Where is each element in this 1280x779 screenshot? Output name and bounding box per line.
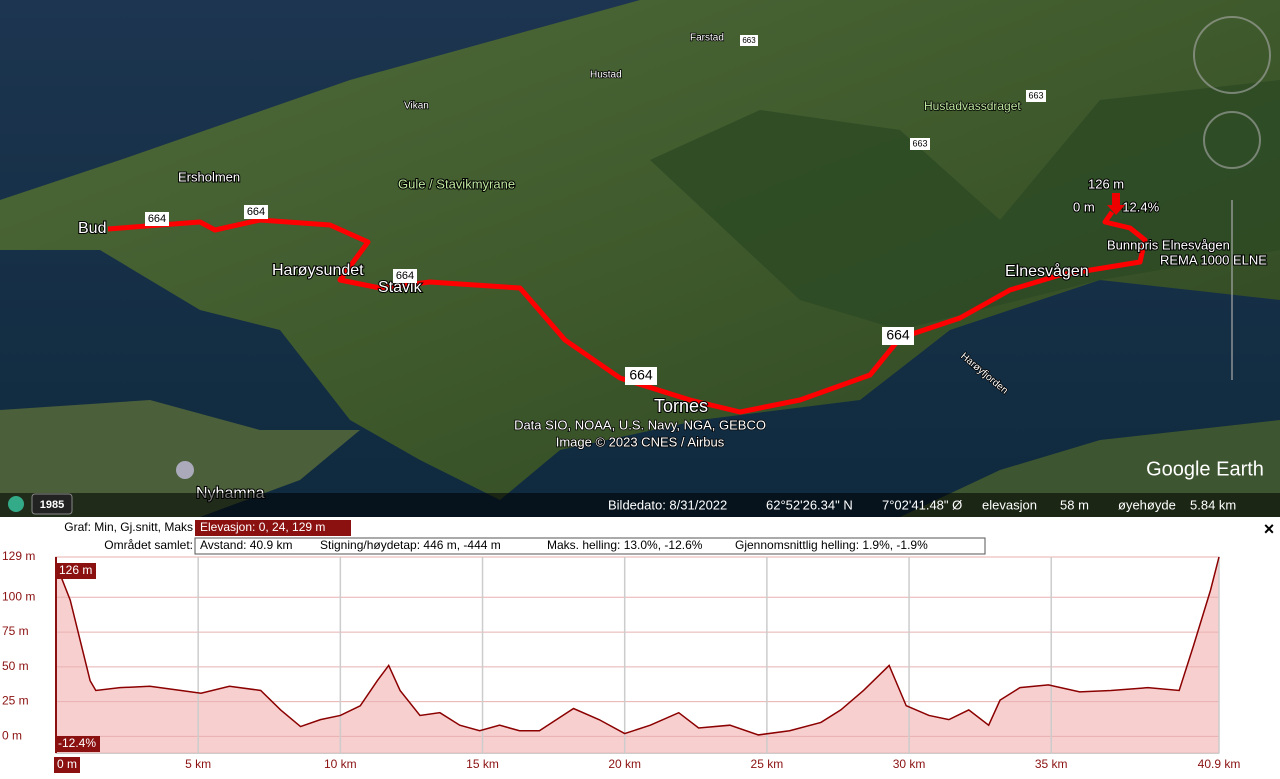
y-tick-label: 0 m — [2, 728, 22, 742]
land — [0, 400, 360, 517]
x-tick-label: 40.9 km — [1198, 757, 1241, 771]
status-date: Bildedato: 8/31/2022 — [608, 497, 727, 512]
map-label: Farstad — [690, 33, 724, 44]
status-label: elevasjon — [982, 497, 1037, 512]
road-shield — [145, 212, 169, 226]
cursor-slope: -12.4% — [58, 736, 96, 750]
map-label: Hustadvassdraget — [924, 99, 1021, 113]
status-lat: 62°52'26.34" N — [766, 497, 853, 512]
map-label: Vikan — [404, 101, 429, 112]
close-button[interactable]: × — [1264, 519, 1275, 539]
road-number: 663 — [1028, 90, 1043, 100]
map-label: Bud — [78, 220, 106, 237]
map-label: Ersholmen — [178, 169, 240, 184]
cursor-base: 0 m — [1073, 199, 1095, 214]
x-tick-label: 15 km — [466, 757, 499, 771]
cursor-slope: -12.4% — [1118, 199, 1160, 214]
y-tick-label: 100 m — [2, 589, 35, 603]
map-label: Tornes — [654, 396, 708, 416]
elevation-line — [55, 556, 1220, 736]
road-shield — [393, 269, 417, 283]
road-shield — [882, 327, 914, 345]
road-shield — [1026, 90, 1046, 102]
road-shield — [625, 367, 657, 385]
land — [0, 0, 1280, 500]
status-label: øyehøyde — [1118, 497, 1176, 512]
road-number: 664 — [886, 327, 910, 343]
place-pin — [176, 461, 194, 479]
elevation-profile: Graf: Min, Gj.snitt, Maks Elevasjon: 0, … — [0, 517, 1280, 779]
x-tick-label: 20 km — [608, 757, 641, 771]
look-control[interactable] — [1203, 111, 1261, 169]
y-tick-label: 75 m — [2, 624, 29, 638]
x-tick-label: 10 km — [324, 757, 357, 771]
road-shield — [740, 35, 758, 46]
y-tick-label: 50 m — [2, 659, 29, 673]
road-number: 664 — [396, 270, 414, 282]
header-box — [194, 537, 986, 555]
header-value: Gjennomsnittlig helling: 1.9%, -1.9% — [735, 538, 928, 552]
land — [900, 420, 1280, 517]
status-lon: 7°02'41.48" Ø — [882, 497, 962, 512]
road-number: 663 — [742, 36, 756, 45]
y-tick-label: 25 m — [2, 694, 29, 708]
status-bar — [0, 493, 1280, 517]
label-box — [54, 757, 80, 773]
label-box — [56, 736, 100, 752]
route — [107, 210, 1148, 415]
history-icon[interactable] — [8, 496, 24, 512]
road-shield — [910, 138, 930, 150]
x-tick-label: 30 km — [893, 757, 926, 771]
header-label: Graf: Min, Gj.snitt, Maks — [64, 520, 193, 534]
road-number: 663 — [912, 138, 927, 148]
header-value: Stigning/høydetap: 446 m, -444 m — [320, 538, 501, 552]
x-tick-label: 35 km — [1035, 757, 1068, 771]
header-value: Elevasjon: 0, 24, 129 m — [200, 520, 325, 534]
header-value: Avstand: 40.9 km — [200, 538, 293, 552]
cursor-value: 126 m — [59, 563, 92, 577]
x-tick-label: 5 km — [185, 757, 211, 771]
attribution: Data SIO, NOAA, U.S. Navy, NGA, GEBCO — [514, 417, 766, 432]
map-label: Elnesvågen — [1005, 262, 1089, 280]
year-button[interactable] — [31, 493, 73, 515]
map-label: Hustad — [590, 70, 622, 81]
x-tick-label: 0 m — [57, 757, 77, 771]
road-number: 664 — [148, 213, 166, 225]
road-shields: 664 664 664 664 664 663 663 663 — [145, 35, 1046, 385]
header-box — [195, 520, 351, 536]
map-label: Bunnpris Elnesvågen — [1107, 237, 1230, 252]
x-tick-label: 25 km — [751, 757, 784, 771]
y-tick-label: 129 m — [2, 549, 35, 563]
cursor-elevation: 126 m — [1088, 176, 1124, 191]
area — [56, 557, 1219, 753]
road-shield — [244, 205, 268, 219]
label-box — [56, 563, 96, 579]
map-label: REMA 1000 ELNE — [1160, 252, 1267, 267]
attribution: Image © 2023 CNES / Airbus — [556, 434, 725, 449]
header-label: Området samlet: — [104, 538, 193, 552]
status-elev: 58 m — [1060, 497, 1089, 512]
map-label: Gule / Stavikmyrane — [398, 176, 515, 191]
x-axis-strip — [0, 755, 1280, 779]
map-view[interactable]: Bud Ersholmen Gule / Stavikmyrane Harøys… — [0, 0, 1280, 517]
nav-controls[interactable] — [1193, 16, 1271, 380]
cursor-arrow — [1107, 193, 1125, 215]
brand: Google Earth — [1146, 458, 1264, 480]
road-number: 664 — [629, 367, 653, 383]
compass[interactable] — [1193, 16, 1271, 94]
mountains — [650, 80, 1280, 330]
status-eye: 5.84 km — [1190, 497, 1236, 512]
year: 1985 — [40, 499, 64, 511]
header-value: Maks. helling: 13.0%, -12.6% — [547, 538, 703, 552]
map-label: Harøysundet — [272, 262, 364, 279]
road-number: 664 — [247, 206, 265, 218]
